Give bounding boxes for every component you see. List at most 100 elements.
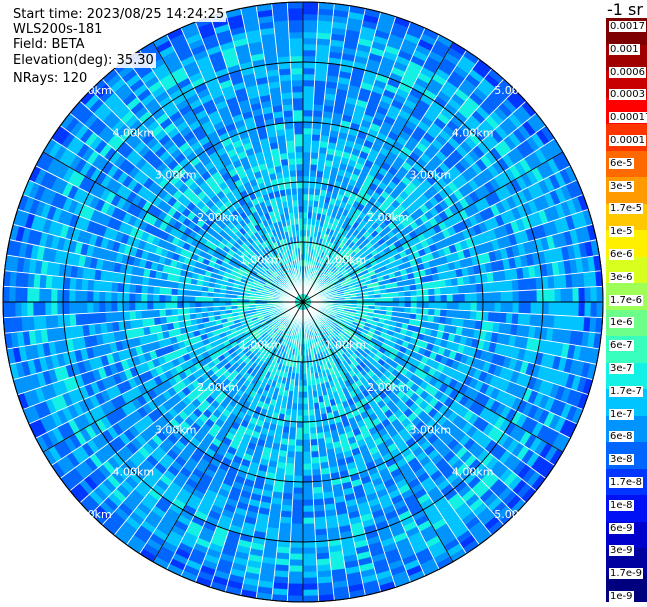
range-gate-cell — [20, 301, 28, 318]
range-gate-cell — [128, 292, 136, 303]
range-gate-cell — [476, 301, 484, 312]
range-gate-cell — [111, 281, 119, 293]
range-gate-cell — [548, 301, 556, 316]
range-gate-cell — [309, 421, 317, 429]
range-gate-cell — [452, 301, 460, 311]
range-gate-cell — [102, 544, 120, 560]
range-gate-cell — [397, 5, 416, 17]
range-gate-cell — [554, 301, 562, 316]
range-gate-cell — [170, 287, 178, 296]
range-gate-cell — [302, 121, 313, 129]
range-gate-cell — [593, 205, 603, 224]
range-gate-cell — [308, 181, 316, 189]
range-gate-cell — [290, 415, 298, 423]
range-gate-cell — [111, 311, 119, 323]
range-gate-cell — [566, 301, 574, 317]
range-gate-cell — [38, 301, 46, 317]
range-gate-cell — [590, 301, 598, 318]
range-gate-cell — [314, 80, 327, 88]
range-gate-cell — [290, 523, 304, 531]
range-gate-cell — [302, 481, 313, 489]
range-gate-cell — [134, 284, 143, 294]
range-gate-cell — [287, 589, 304, 597]
range-gate-cell — [146, 301, 154, 311]
range-gate-cell — [115, 554, 134, 569]
range-gate-cell — [289, 421, 297, 429]
range-gate-cell — [170, 301, 178, 310]
range-gate-cell — [596, 286, 603, 303]
range-gate-cell — [422, 295, 430, 303]
range-gate-cell — [397, 587, 416, 599]
range-gate-cell — [534, 88, 551, 106]
range-gate-cell — [302, 31, 318, 39]
range-gate-cell — [494, 301, 502, 313]
range-gate-cell — [282, 492, 294, 500]
range-gate-cell — [278, 522, 292, 530]
range-gate-cell — [275, 558, 290, 566]
range-gate-cell — [553, 274, 561, 290]
range-gate-cell — [567, 440, 582, 459]
range-gate-cell — [445, 309, 454, 318]
range-gate-cell — [194, 296, 202, 303]
range-gate-cell — [302, 13, 319, 21]
range-gate-cell — [312, 492, 324, 500]
range-gate-cell — [206, 296, 214, 303]
range-gate-cell — [302, 61, 316, 69]
range-gate-cell — [119, 549, 137, 564]
range-gate-cell — [495, 59, 513, 75]
range-gate-cell — [302, 7, 319, 15]
range-gate-cell — [188, 295, 196, 303]
range-gate-cell — [26, 287, 34, 303]
range-gate-cell — [439, 308, 448, 318]
range-gate-cell — [221, 597, 240, 602]
range-gate-cell — [302, 523, 316, 531]
range-gate-cell — [5, 413, 19, 432]
range-gate-cell — [488, 301, 496, 313]
range-gate-cell — [416, 289, 424, 297]
range-gate-cell — [429, 579, 448, 593]
range-gate-cell — [287, 444, 296, 453]
range-gate-cell — [540, 105, 556, 123]
range-gate-cell — [383, 2, 402, 6]
range-gate-cell — [292, 487, 304, 495]
range-gate-cell — [173, 586, 192, 600]
range-gate-cell — [588, 396, 600, 415]
range-gate-cell — [302, 403, 309, 411]
range-gate-cell — [487, 311, 495, 323]
range-gate-cell — [302, 529, 316, 537]
range-gate-cell — [584, 301, 592, 318]
range-gate-cell — [296, 409, 304, 417]
range-gate-cell — [464, 292, 472, 303]
range-gate-cell — [500, 291, 508, 303]
range-gate-cell — [314, 522, 328, 530]
range-gate-cell — [493, 281, 501, 293]
range-gate-cell — [3, 365, 8, 384]
range-gate-cell — [463, 310, 472, 320]
range-gate-cell — [12, 428, 26, 447]
range-gate-cell — [302, 43, 317, 51]
range-gate-cell — [564, 128, 579, 147]
range-gate-cell — [302, 547, 317, 555]
range-gate-cell — [80, 301, 88, 314]
range-gate-cell — [470, 301, 478, 312]
range-gate-cell — [427, 16, 445, 30]
range-gate-cell — [93, 312, 101, 325]
range-gate-cell — [524, 289, 532, 303]
range-gate-cell — [383, 598, 402, 602]
range-gate-cell — [285, 456, 296, 465]
range-gate-cell — [122, 292, 130, 303]
range-gate-cell — [176, 308, 184, 316]
range-gate-cell — [598, 220, 603, 239]
range-gate-cell — [422, 308, 430, 316]
range-gate-cell — [175, 581, 194, 594]
range-gate-cell — [280, 504, 293, 512]
range-gate-cell — [392, 301, 400, 308]
range-gate-cell — [176, 295, 184, 303]
range-gate-cell — [302, 67, 316, 75]
range-gate-cell — [302, 433, 311, 441]
range-gate-cell — [302, 559, 318, 567]
range-gate-cell — [122, 301, 130, 312]
range-gate-cell — [200, 301, 208, 308]
range-gate-cell — [38, 287, 46, 303]
range-gate-cell — [3, 398, 12, 417]
